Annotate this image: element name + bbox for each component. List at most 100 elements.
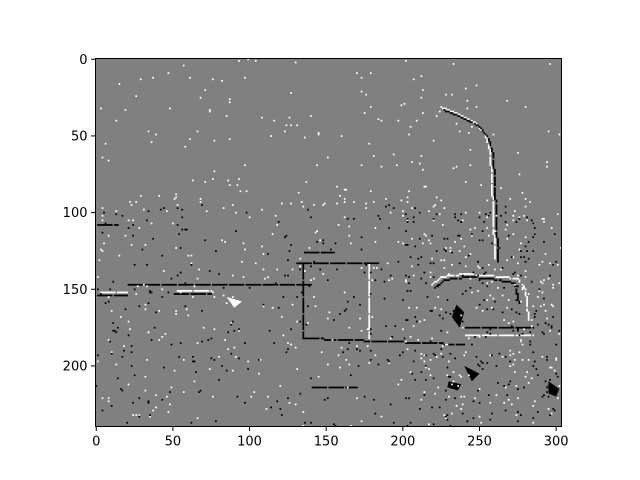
heatmap-cell (513, 271, 516, 274)
heatmap-cell (308, 251, 311, 254)
heatmap-cell (484, 336, 487, 338)
heatmap-cell (231, 369, 234, 372)
heatmap-cell (185, 293, 188, 295)
heatmap-cell (437, 285, 440, 288)
heatmap-cell (521, 283, 524, 286)
heatmap-cell (290, 328, 292, 331)
heatmap-cell (558, 133, 561, 136)
heatmap-cell (388, 227, 391, 229)
heatmap-cell (526, 334, 528, 337)
heatmap-cell (179, 247, 182, 249)
heatmap-cell (314, 251, 317, 254)
heatmap-cell (518, 216, 521, 219)
heatmap-cell (343, 339, 346, 341)
heatmap-cell (342, 262, 345, 265)
heatmap-cell (481, 282, 484, 285)
heatmap-cell (429, 242, 432, 245)
heatmap-cell (368, 316, 371, 318)
heatmap-cell (454, 112, 456, 114)
heatmap-cell (492, 217, 495, 220)
heatmap-cell (109, 294, 112, 297)
heatmap-cell (218, 378, 220, 381)
heatmap-cell (440, 282, 443, 285)
heatmap-cell (486, 285, 489, 288)
heatmap-cell (464, 273, 467, 275)
heatmap-cell (369, 190, 372, 193)
heatmap-cell (204, 283, 207, 286)
heatmap-cell (228, 283, 231, 286)
heatmap-cell (302, 332, 305, 335)
heatmap-cell (104, 291, 107, 294)
heatmap-cell (277, 221, 280, 223)
heatmap-cell (112, 322, 115, 324)
heatmap-cell (305, 337, 308, 340)
heatmap-cell (500, 268, 502, 271)
heatmap-cell (492, 210, 495, 213)
heatmap-cell (526, 371, 528, 374)
heatmap-cell (189, 138, 191, 140)
heatmap-cell (406, 290, 409, 292)
heatmap-cell (428, 239, 430, 242)
heatmap-cell (389, 337, 392, 340)
heatmap-cell (480, 421, 482, 424)
heatmap-cell (124, 234, 127, 237)
heatmap-cell (285, 234, 288, 237)
heatmap-cell (368, 305, 371, 308)
heatmap-cell (303, 251, 306, 254)
heatmap-cell (448, 274, 450, 277)
heatmap-cell (556, 263, 559, 266)
heatmap-cell (464, 87, 467, 90)
heatmap-cell (368, 337, 371, 340)
heatmap-cell (184, 293, 187, 295)
heatmap-cell (107, 291, 110, 294)
heatmap-cell (417, 257, 420, 260)
heatmap-cell (467, 276, 470, 278)
heatmap-cell (247, 368, 249, 370)
heatmap-cell (517, 420, 519, 423)
heatmap-cell (467, 334, 470, 337)
heatmap-cell (408, 276, 410, 278)
heatmap-cell (310, 421, 312, 424)
heatmap-cell (190, 254, 193, 257)
heatmap-cell (543, 303, 545, 306)
heatmap-cell (494, 176, 496, 179)
heatmap-cell (267, 395, 269, 398)
heatmap-cell (429, 342, 432, 344)
heatmap-cell (469, 276, 472, 278)
heatmap-cell (107, 300, 110, 303)
heatmap-cell (490, 168, 493, 171)
heatmap-cell (431, 257, 433, 260)
heatmap-cell (363, 395, 366, 398)
heatmap-cell (489, 294, 492, 297)
heatmap-cell (167, 291, 170, 294)
heatmap-cell (336, 185, 338, 188)
heatmap-cell (190, 421, 193, 424)
heatmap-cell (110, 309, 113, 312)
heatmap-cell (115, 363, 118, 366)
heatmap-cell (527, 316, 530, 318)
heatmap-cell (326, 363, 329, 366)
heatmap-cell (517, 274, 519, 277)
heatmap-cell (287, 283, 289, 286)
heatmap-cell (101, 250, 104, 252)
heatmap-cell (207, 283, 210, 286)
heatmap-cell (366, 340, 369, 343)
heatmap-cell (299, 283, 302, 286)
heatmap-cell (402, 242, 404, 245)
heatmap-cell (498, 334, 501, 337)
heatmap-cell (110, 224, 113, 226)
heatmap-cell (138, 305, 141, 308)
heatmap-cell (150, 141, 153, 144)
heatmap-cell (380, 340, 383, 343)
heatmap-cell (277, 306, 280, 309)
heatmap-cell (530, 319, 533, 321)
heatmap-cell (317, 133, 320, 136)
heatmap-cell (549, 378, 551, 381)
heatmap-cell (302, 271, 305, 274)
heatmap-cell (429, 340, 432, 343)
heatmap-cell (394, 325, 397, 328)
heatmap-cell (368, 268, 371, 271)
heatmap-cell (276, 268, 279, 271)
heatmap-cell (546, 355, 548, 358)
